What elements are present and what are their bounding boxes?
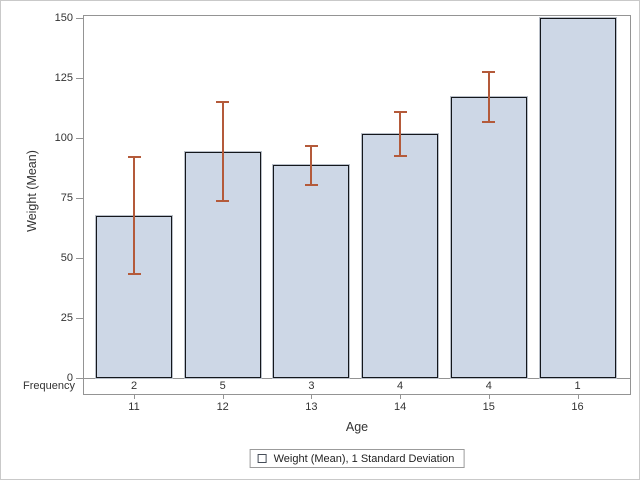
y-axis-title: Weight (Mean) (25, 150, 39, 232)
legend-label: Weight (Mean), 1 Standard Deviation (273, 452, 455, 465)
frequency-value-age-16: 1 (574, 380, 581, 392)
error-bar-upper-cap-age-11 (127, 156, 141, 159)
error-bar-age-15 (487, 71, 490, 122)
y-axis-tick-label: 100 (54, 131, 73, 144)
error-bar-age-14 (399, 111, 402, 156)
frequency-band (83, 378, 631, 395)
error-bar-lower-cap-age-14 (393, 154, 407, 157)
x-axis-tick (400, 395, 402, 399)
x-axis-tick (488, 395, 490, 399)
y-axis-tick (76, 257, 83, 259)
y-axis-tick-label: 125 (54, 71, 73, 84)
x-axis-tick-label: 11 (128, 401, 140, 413)
bar-age-15 (450, 96, 527, 378)
y-axis-tick (76, 17, 83, 19)
legend: Weight (Mean), 1 Standard Deviation (249, 449, 465, 468)
frequency-value-age-13: 3 (308, 380, 315, 392)
x-axis-tick (577, 395, 579, 399)
y-axis-tick (76, 377, 83, 379)
frequency-value-age-11: 2 (130, 380, 138, 392)
x-axis-tick-label: 16 (571, 401, 584, 413)
x-axis-title: Age (345, 420, 369, 434)
x-axis-tick-label: 13 (305, 401, 318, 413)
error-bar-lower-cap-age-11 (127, 273, 141, 276)
frequency-value-age-15: 4 (485, 380, 492, 392)
frequency-value-age-14: 4 (397, 380, 404, 392)
bar-age-13 (273, 165, 350, 378)
error-bar-lower-cap-age-13 (304, 183, 318, 186)
legend-swatch-icon (257, 454, 267, 463)
y-axis-tick (76, 197, 83, 199)
y-axis-tick-label: 75 (60, 191, 73, 204)
error-bar-age-13 (310, 146, 313, 185)
error-bar-lower-cap-age-12 (216, 199, 230, 202)
y-axis-tick (76, 137, 83, 139)
error-bar-upper-cap-age-14 (393, 110, 407, 113)
x-axis-tick-label: 15 (482, 401, 495, 413)
error-bar-age-11 (133, 157, 135, 275)
y-axis-tick-label: 50 (60, 251, 73, 264)
bar-age-16 (539, 18, 616, 378)
y-axis-tick-label: 150 (54, 11, 73, 24)
bar-age-14 (362, 133, 439, 378)
y-axis-tick-label: 0 (66, 371, 73, 384)
x-axis-tick (222, 395, 224, 399)
error-bar-age-12 (221, 102, 224, 201)
x-axis-tick-label: 12 (216, 401, 229, 413)
y-axis-tick-label: 25 (60, 311, 73, 324)
frequency-value-age-12: 5 (219, 380, 226, 392)
error-bar-upper-cap-age-13 (304, 145, 318, 148)
error-bar-upper-cap-age-12 (216, 101, 230, 104)
error-bar-upper-cap-age-15 (482, 70, 496, 73)
x-axis-tick (134, 395, 135, 399)
error-bar-lower-cap-age-15 (482, 120, 496, 123)
y-axis-tick (76, 77, 83, 79)
x-axis-tick (311, 395, 313, 399)
x-axis-tick-label: 14 (393, 401, 407, 413)
y-axis-tick (76, 317, 83, 319)
frequency-row-label: Frequency (23, 380, 75, 392)
